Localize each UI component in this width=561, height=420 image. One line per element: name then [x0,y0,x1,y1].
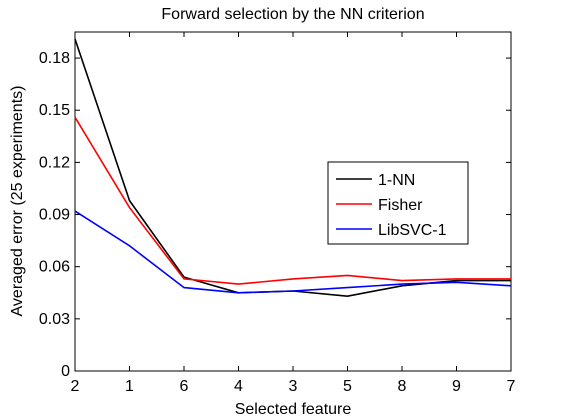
x-tick-label: 8 [398,378,407,395]
y-axis-title: Averaged error (25 experiments) [9,86,26,317]
series-line-libsvc-1 [74,210,512,294]
x-tick-label: 2 [71,378,80,395]
x-axis: 2 1 6 4 3 5 8 9 7 [71,32,516,395]
legend-box [327,161,469,245]
legend-label-1-nn: 1-NN [378,172,415,189]
chart-title: Forward selection by the NN criterion [161,6,424,23]
legend: 1-NN Fisher LibSVC-1 [327,161,469,245]
series-lines [74,38,512,298]
x-tick-label: 9 [452,378,461,395]
x-tick-label: 1 [125,378,134,395]
y-tick-label: 0.18 [39,50,70,67]
y-tick-label: 0 [61,363,70,380]
x-tick-label: 5 [343,378,352,395]
y-tick-label: 0.12 [39,154,70,171]
legend-label-libsvc-1: LibSVC-1 [378,222,447,239]
x-tick-label: 3 [289,378,298,395]
x-tick-label: 6 [180,378,189,395]
series-line-fisher [74,116,511,285]
y-tick-label: 0.15 [39,102,70,119]
y-tick-label: 0.09 [39,207,70,224]
x-tick-label: 7 [507,378,516,395]
y-tick-label: 0.06 [39,259,70,276]
y-tick-label: 0.03 [39,311,70,328]
x-axis-title: Selected feature [235,401,352,418]
y-axis: 0 0.03 0.06 0.09 0.12 0.15 0.18 [39,50,511,380]
x-tick-label: 4 [234,378,243,395]
legend-label-fisher: Fisher [378,197,423,214]
